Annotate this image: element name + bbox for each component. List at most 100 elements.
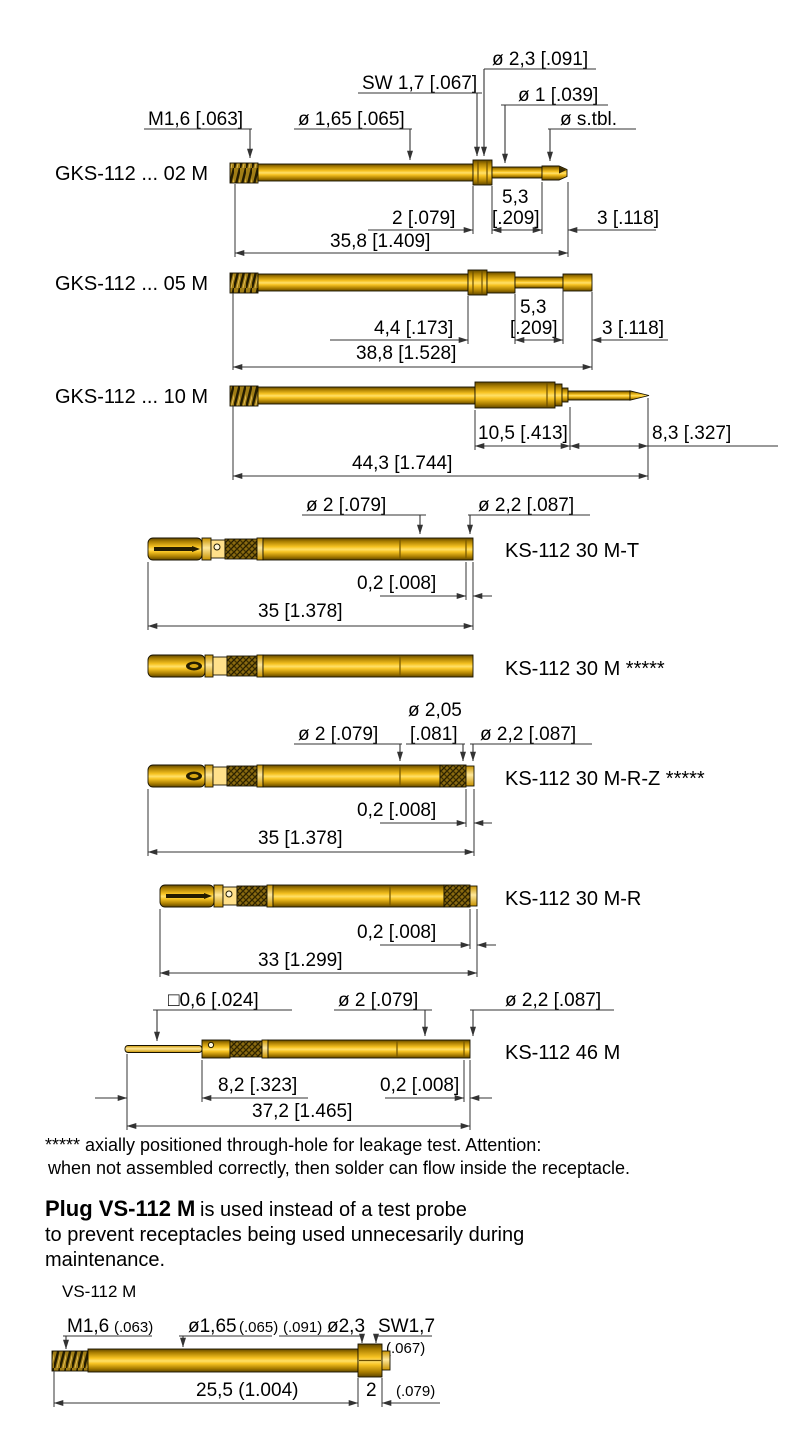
thread-section [229, 385, 259, 407]
receptacle-body [262, 764, 441, 788]
callout-d165: ø 1,65 [.065] [298, 109, 405, 130]
plug-note-line2: to prevent receptacles being used unnece… [45, 1224, 524, 1246]
dim-step: 0,2 [.008] [357, 922, 436, 943]
callout-sw17: SW 1,7 [.067] [362, 73, 477, 94]
collar [213, 884, 224, 908]
needle-shaft [567, 390, 631, 401]
callout-d23-inch: (.091) [283, 1319, 322, 1336]
callout-d22: ø 2,2 [.087] [478, 495, 574, 516]
collar [201, 537, 212, 561]
knurl-section [224, 538, 258, 560]
probe-label-ks30mt: KS-112 30 M-T [505, 540, 639, 562]
callout-d2: ø 2 [.079] [338, 990, 418, 1011]
step-ring [261, 1039, 269, 1059]
dim-plunger-inch: [.209] [510, 318, 558, 339]
callout-d22: ø 2,2 [.087] [505, 990, 601, 1011]
callout-d1: ø 1 [.039] [518, 85, 598, 106]
callout-leaders-gks02 [144, 68, 636, 164]
plug-note-line1: is used instead of a test probe [200, 1199, 467, 1221]
crimp-detail [212, 656, 228, 676]
callout-sw17-inch: (.067) [386, 1340, 425, 1357]
callout-leaders-ks30mrz [294, 743, 592, 762]
callout-d165: ø1,65 [188, 1316, 237, 1337]
pointed-tip [629, 390, 650, 401]
probe-label-ks30mrz: KS-112 30 M-R-Z ***** [505, 768, 705, 790]
dimension-lines-gks05 [232, 289, 668, 370]
dim-total: 33 [1.299] [258, 950, 343, 971]
dim-total: 44,3 [1.744] [352, 453, 452, 474]
probe-shaft [257, 386, 476, 405]
press-knurl [439, 764, 467, 788]
dim-total: 35 [1.378] [258, 601, 343, 622]
plug-note-lead: Plug VS-112 M [45, 1196, 195, 1221]
callout-d23: ø 2,3 [.091] [492, 49, 588, 70]
collar [554, 383, 563, 407]
probe-drawing-ks30mt [147, 537, 474, 561]
probe-label-gks05: GKS-112 ... 05 M [55, 273, 208, 295]
collar-hole [207, 1041, 215, 1049]
end-cap [469, 885, 478, 907]
dimension-lines-gks10 [232, 398, 778, 480]
callout-d205-inch: [.081] [410, 724, 458, 745]
dim-tip: 8,3 [.327] [652, 423, 731, 444]
dimension-lines-ks30mrz [147, 789, 492, 856]
dim-plunger: 5,3 [520, 297, 546, 318]
dim-step: 0,2 [.008] [357, 573, 436, 594]
callout-leaders-vs112m [63, 1333, 432, 1350]
dim-plunger: 5,3 [502, 187, 528, 208]
dim-hex-inch: (.079) [396, 1383, 435, 1400]
dim-total: 35,8 [1.409] [330, 231, 430, 252]
knurl-section [226, 765, 258, 787]
footnote: ***** axially positioned through-hole fo… [45, 1135, 630, 1178]
plug-shaft [87, 1348, 359, 1373]
callout-d22: ø 2,2 [.087] [480, 724, 576, 745]
probe-drawing-ks30mr [159, 884, 478, 908]
callout-m16: M1,6 [67, 1316, 109, 1337]
probe-label-vs112m: VS-112 M [62, 1282, 136, 1301]
section-ks-112-46m: □0,6 [.024] ø 2 [.079] ø 2,2 [.087] KS-1… [95, 990, 620, 1130]
receptacle-body [262, 654, 474, 678]
footnote-line1: ***** axially positioned through-hole fo… [45, 1135, 541, 1155]
probe-label-ks46m: KS-112 46 M [505, 1042, 620, 1064]
thread-section [51, 1350, 89, 1372]
callout-leaders-ks46m [153, 1009, 614, 1042]
probe-drawing-gks05 [229, 269, 593, 296]
dim-total: 38,8 [1.528] [356, 343, 456, 364]
end-cap [381, 1350, 391, 1371]
crimp-hole [225, 890, 233, 898]
collar-ring [561, 387, 569, 403]
probe-drawing-vs112m [51, 1343, 391, 1378]
section-ks-112-30mr: KS-112 30 M-R 0,2 [.008] 33 [1.299] [159, 884, 641, 977]
hex-nut [467, 269, 488, 296]
section-gks-112-05m: GKS-112 ... 05 M 4,4 [.173] 5,3 [.209] 3… [55, 269, 668, 370]
plunger-shaft [514, 276, 564, 289]
section-gks-112-10m: GKS-112 ... 10 M 10,5 [.413] 8,3 [.327] … [55, 381, 778, 480]
probe-drawing-ks46m [124, 1039, 471, 1059]
callout-stbl: ø s.tbl. [560, 109, 617, 130]
barrel [486, 271, 516, 294]
callout-d23: ø2,3 [327, 1316, 365, 1337]
hex-nut [472, 159, 493, 186]
press-knurl [443, 884, 471, 908]
callout-square: □0,6 [.024] [168, 990, 259, 1011]
callout-leaders-ks30mt [302, 514, 590, 535]
plug-note-line3: maintenance. [45, 1249, 165, 1271]
knurl-section [229, 1040, 263, 1058]
dimension-lines-ks46m [95, 1054, 492, 1130]
collar [204, 764, 214, 788]
receptacle-body [267, 1039, 471, 1059]
section-ks-112-30m: KS-112 30 M ***** [147, 654, 665, 680]
entry-collar [201, 1039, 231, 1059]
barrel [474, 381, 556, 409]
step-ring [256, 537, 264, 561]
flat-tip [562, 273, 593, 292]
callout-d165-inch: (.065) [239, 1319, 278, 1336]
section-vs-112m: VS-112 M M1,6 (.063) ø1,65 (.065) (.091)… [51, 1282, 440, 1407]
dim-hex: 2 [.079] [392, 208, 455, 229]
section-gks-112-02m: GKS-112 ... 02 M M1,6 [.063] ø 1,65 [.06… [55, 49, 659, 257]
collar [204, 654, 214, 678]
section-ks-112-30mt: ø 2 [.079] ø 2,2 [.087] KS-112 30 M-T 0,… [147, 495, 639, 630]
probe-label-gks10: GKS-112 ... 10 M [55, 386, 208, 408]
receptacle-body [272, 884, 445, 908]
dimension-lines-ks30mr [159, 909, 496, 977]
